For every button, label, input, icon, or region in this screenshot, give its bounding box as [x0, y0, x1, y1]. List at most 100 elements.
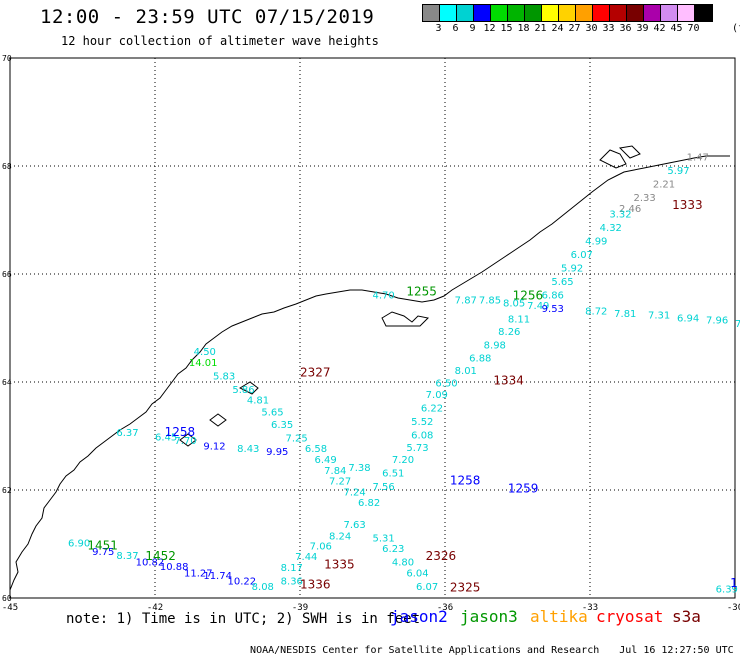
wave-height-value: 4.80: [392, 558, 414, 569]
wave-height-value: 8.36: [281, 577, 303, 588]
wave-height-value: 4.81: [247, 396, 269, 407]
wave-height-value: 7.63: [344, 520, 366, 531]
wave-height-value: 3.32: [609, 209, 631, 220]
legend-label: 3: [435, 23, 442, 34]
wave-height-value: 5.65: [551, 277, 573, 288]
pass-time-label: 1451: [87, 538, 118, 552]
pass-time-label: 1333: [672, 198, 703, 212]
wave-height-value: 8.11: [508, 315, 530, 326]
wave-height-value: 14.01: [189, 358, 218, 369]
pass-time-labels: 1333 1255 1256 2327 1334 1258 1258 1259 1451 1452…: [87, 198, 737, 594]
pass-time-label: 1452: [145, 549, 176, 563]
wave-height-value: 9.53: [542, 304, 564, 315]
pass-time-label: 2326: [426, 549, 457, 563]
wave-height-value: 7.85: [479, 296, 501, 307]
map-grid: [9, 57, 736, 599]
wave-height-value: 9.12: [203, 442, 225, 453]
credit-text: NOAA/NESDIS Center for Satellite Applica…: [250, 645, 600, 656]
mission-label-s3a: s3a: [672, 607, 701, 626]
legend-swatch: [491, 5, 508, 21]
wave-height-value: 6.23: [382, 544, 404, 555]
legend-label: 27: [568, 23, 581, 34]
map-border: [9, 57, 736, 599]
wave-height-value: 6.94: [677, 314, 699, 325]
coastline-path: [9, 155, 730, 591]
wave-height-value: 8.72: [585, 307, 607, 318]
wave-height-value: 6.22: [421, 404, 443, 415]
wave-height-value: 5.52: [411, 417, 433, 428]
wave-height-value: 8.43: [237, 444, 259, 455]
wave-height-value: 2.21: [653, 180, 675, 191]
wave-height-value: 6.50: [435, 378, 457, 389]
wave-height-value: 8.98: [484, 341, 506, 352]
wave-height-value: 9.75: [92, 547, 114, 558]
lon-tick-label: -30: [727, 603, 740, 613]
legend-swatch: [542, 5, 559, 21]
lon-tick-label: -42: [147, 603, 163, 613]
chart-subtitle: 12 hour collection of altimeter wave hei…: [61, 34, 379, 48]
legend-swatch: [644, 5, 661, 21]
mission-label-altika: altika: [530, 607, 588, 626]
legend-swatch: [559, 5, 576, 21]
wave-height-value: 7.70: [174, 436, 196, 447]
timestamp-text: Jul 16 12:27:50 UTC 2019: [619, 645, 740, 656]
legend-label: 15: [500, 23, 513, 34]
legend-label: 6: [452, 23, 459, 34]
wave-height-value: 5.73: [406, 443, 428, 454]
wave-height-value: 7.09: [426, 390, 448, 401]
legend-swatch: [457, 5, 474, 21]
wave-height-value: 10.22: [228, 577, 257, 588]
wave-height-value: 4.70: [373, 290, 395, 301]
wave-height-value: 6.86: [542, 290, 564, 301]
lat-tick-label: 62: [2, 486, 12, 495]
coastline-islands: [179, 145, 641, 447]
wave-height-value: 7.87: [455, 296, 477, 307]
wave-height-value: 7.81: [614, 309, 636, 320]
wave-height-value: 9.95: [266, 447, 288, 458]
wave-height-value: 8.17: [281, 563, 303, 574]
legend-swatch: [610, 5, 627, 21]
legend-label: 30: [585, 23, 598, 34]
legend-swatch: [678, 5, 695, 21]
legend-label: 21: [534, 23, 547, 34]
wave-height-value: 6.07: [416, 582, 438, 593]
wave-height-value: 7.27: [735, 319, 740, 330]
lat-tick-label: 70: [2, 54, 12, 63]
pass-time-label: 1335: [324, 557, 355, 571]
legend-label: 9: [469, 23, 476, 34]
wave-height-value: 7.56: [373, 482, 395, 493]
credit-line: NOAA/NESDIS Center for Satellite Applica…: [238, 634, 740, 656]
wave-height-value: 4.50: [194, 347, 216, 358]
legend-unit: (ft): [732, 23, 740, 34]
footer-note: note: 1) Time is in UTC; 2) SWH is in fe…: [66, 611, 421, 627]
legend-label: 24: [551, 23, 564, 34]
wave-height-value: 6.35: [271, 420, 293, 431]
legend-label: 45: [670, 23, 683, 34]
wave-height-value: 8.08: [252, 582, 274, 593]
legend-label: 36: [619, 23, 632, 34]
greenland-coastline: [9, 145, 730, 591]
wave-height-value: 7.27: [329, 477, 351, 488]
wave-height-value: 6.51: [382, 469, 404, 480]
lat-tick-label: 68: [2, 162, 12, 171]
wave-height-value: 7.20: [392, 455, 414, 466]
wave-height-value: 8.05: [503, 298, 525, 309]
legend-swatch: [525, 5, 542, 21]
mission-label-jason2: jason2: [390, 607, 448, 626]
wave-height-value: 11.27: [184, 568, 213, 579]
wave-height-value: 5.92: [561, 263, 583, 274]
wave-height-value: 7.38: [348, 463, 370, 474]
pass-time-label: 1255: [406, 285, 437, 299]
wave-height-value: 6.39: [716, 585, 738, 596]
wave-height-value: 7.49: [527, 301, 549, 312]
wave-height-value: 6.04: [406, 568, 428, 579]
wave-height-value: 6.88: [469, 353, 491, 364]
wave-height-value: 6.90: [68, 539, 90, 550]
pass-time-label: 1: [730, 576, 738, 590]
wave-height-value: 7.25: [286, 433, 308, 444]
wave-height-value: 8.01: [455, 366, 477, 377]
lon-tick-label: -45: [2, 603, 18, 613]
wave-height-labels: 1.47 5.97 2.21 2.332.463.32 4.32 4.99 6.07 5.92…: [68, 153, 740, 596]
lat-tick-label: 66: [2, 270, 12, 279]
